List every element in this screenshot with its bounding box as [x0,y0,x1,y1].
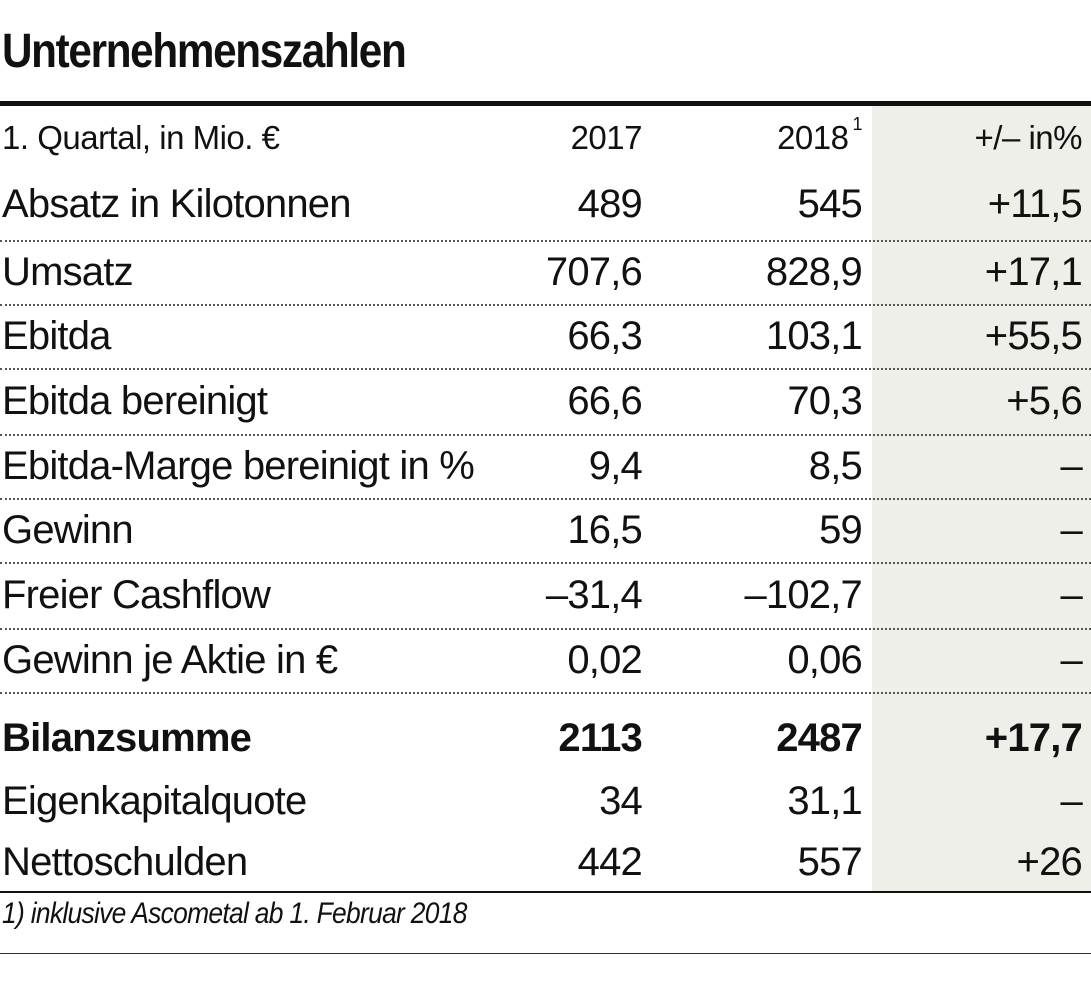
value-change: +5,6 [1006,379,1083,424]
row-label: Absatz in Kilotonnen [2,182,352,227]
value-2018: 545 [797,182,863,227]
value-change: +17,7 [984,715,1083,760]
value-2018: 8,5 [808,444,863,489]
table-row: Ebitda 66,3 103,1 +55,5 [0,306,1091,370]
row-label: Ebitda-Marge bereinigt in % [2,444,475,489]
value-2017: 442 [577,839,643,884]
table-row: Freier Cashflow –31,4 –102,7 – [0,564,1091,630]
table-row: Ebitda bereinigt 66,6 70,3 +5,6 [0,370,1091,436]
row-label: Gewinn je Aktie in € [2,638,338,683]
value-change: +11,5 [987,182,1083,227]
value-change: – [1060,638,1083,683]
value-2017: 2113 [558,715,642,760]
final-rule [0,953,1091,954]
value-2017: 66,6 [567,379,642,424]
value-2017: –31,4 [545,573,643,618]
row-label: Freier Cashflow [2,573,271,618]
value-2017: 707,6 [545,250,643,295]
header-row: 1. Quartal, in Mio. € 2017 2018 1 +/– in% [0,106,1091,170]
value-2018: 59 [819,508,863,553]
row-label: Umsatz [2,250,134,295]
table-row: Umsatz 707,6 828,9 +17,1 [0,242,1091,306]
row-label: Bilanzsumme [2,715,252,760]
table-row: Ebitda-Marge bereinigt in % 9,4 8,5 – [0,436,1091,500]
table-row: Gewinn 16,5 59 – [0,500,1091,564]
value-change: – [1060,573,1083,618]
value-2018: 70,3 [787,379,862,424]
value-2018: 0,06 [787,638,862,683]
row-label: Ebitda bereinigt [2,379,268,424]
row-label: Gewinn [2,508,134,553]
row-label: Eigenkapitalquote [2,779,307,823]
bottom-rule [0,891,1091,893]
value-2018: 31,1 [787,779,862,823]
row-label: Nettoschulden [2,839,248,884]
column-header-2018-text: 2018 [777,119,849,156]
value-change: – [1060,508,1083,553]
row-label: Ebitda [2,314,111,359]
value-2017: 16,5 [567,508,642,553]
column-header-period: 1. Quartal, in Mio. € [2,119,280,156]
value-2018: 103,1 [765,314,863,359]
value-change: – [1060,779,1083,823]
table-row: Bilanzsumme 2113 2487 +17,7 [0,706,1091,770]
value-2018: 2487 [776,715,863,760]
table-row: Gewinn je Aktie in € 0,02 0,06 – [0,630,1091,694]
value-2018: 828,9 [765,250,863,295]
footnote: 1) inklusive Ascometal ab 1. Februar 201… [2,897,467,930]
value-change: +17,1 [984,250,1083,295]
value-2017: 66,3 [567,314,642,359]
column-header-change: +/– in% [974,119,1083,156]
value-2017: 34 [599,779,643,823]
value-2018: –102,7 [744,573,862,618]
column-header-2017: 2017 [570,119,643,156]
value-change: +26 [1016,839,1083,884]
table-row: Eigenkapitalquote 34 31,1 – [0,770,1091,833]
value-2018: 557 [797,839,863,884]
footnote-marker: 1 [852,113,862,134]
value-2017: 0,02 [567,638,642,683]
value-change: – [1060,444,1083,489]
table-title: Unternehmenszahlen [2,25,407,78]
value-2017: 9,4 [588,444,643,489]
top-rule [0,101,1091,106]
value-2017: 489 [577,182,643,227]
table-row: Absatz in Kilotonnen 489 545 +11,5 [0,170,1091,242]
table-row: Nettoschulden 442 557 +26 [0,833,1091,891]
column-header-2018: 2018 1 [700,106,862,170]
value-change: +55,5 [984,314,1083,359]
